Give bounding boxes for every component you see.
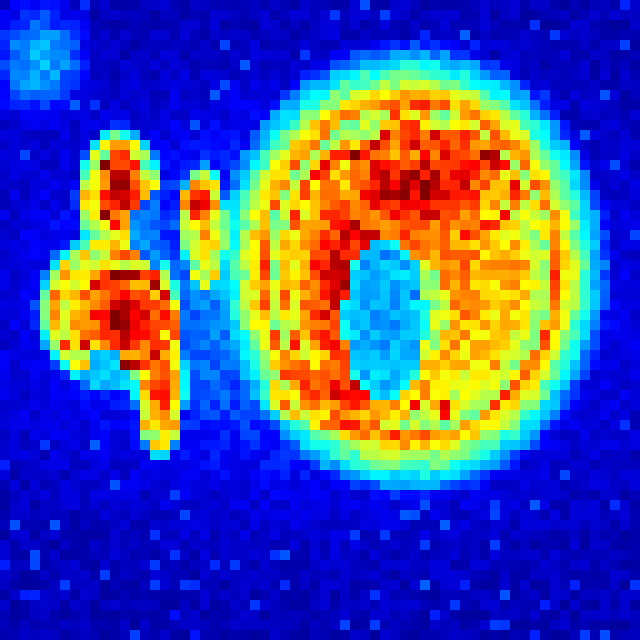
heatmap-frame (0, 0, 640, 640)
intensity-heatmap (0, 0, 640, 640)
